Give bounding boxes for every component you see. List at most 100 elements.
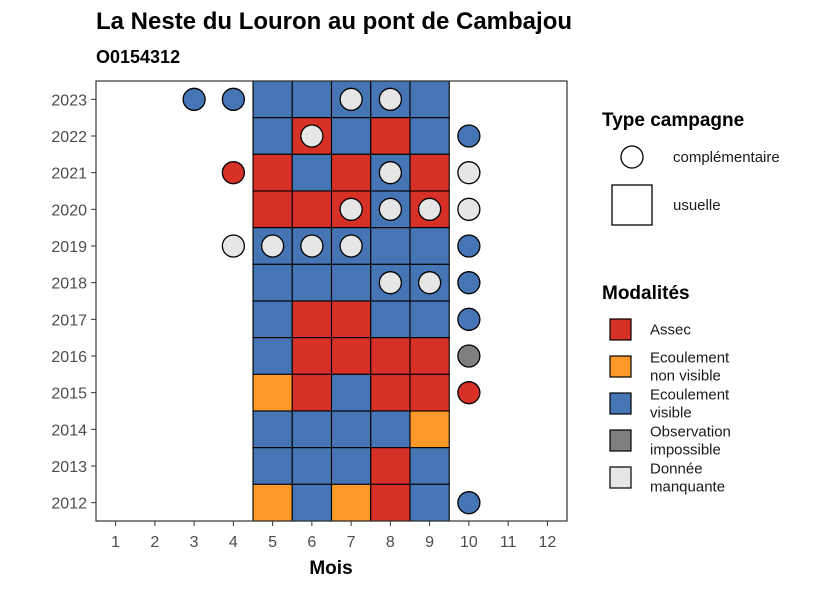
- cell-2013-8: [370, 447, 411, 485]
- legend-type-campagne-title: Type campagne: [602, 110, 744, 131]
- point-2021-8: [378, 161, 403, 185]
- x-axis: 1 2 3 4 5 6 7 8 9 10 11 12: [111, 521, 556, 551]
- cell-2022-9: [409, 117, 450, 155]
- legend-usuelle-label: usuelle: [673, 197, 721, 214]
- cell-2019-8: [370, 227, 411, 265]
- point-2021-4: [221, 161, 246, 185]
- legend-ecoulement-non-visible-swatch: [609, 355, 632, 378]
- y-tick-label: 2014: [51, 422, 87, 439]
- point-2017-10: [457, 307, 481, 331]
- x-tick-label: 3: [190, 534, 199, 551]
- usuelle-cells: [252, 80, 450, 522]
- cell-2023-5: [252, 80, 293, 119]
- point-2018-10: [457, 271, 481, 295]
- cell-2022-5: [252, 117, 293, 155]
- legend-circle-symbol: [620, 145, 644, 169]
- legend-assec-swatch: [609, 318, 632, 341]
- x-tick-label: 7: [347, 534, 356, 551]
- chart-subtitle: O0154312: [96, 47, 180, 67]
- cell-2015-5: [252, 373, 293, 412]
- cell-2020-6: [291, 190, 333, 229]
- cell-2016-6: [291, 337, 333, 375]
- point-2020-7: [339, 197, 363, 221]
- point-2015-10: [457, 381, 481, 405]
- cell-2015-6: [291, 373, 333, 412]
- legend-modalites-title: Modalités: [602, 283, 690, 304]
- point-2018-9: [417, 271, 442, 295]
- point-2023-4: [221, 87, 246, 111]
- legend-type-campagne: Type campagne complémentaire usuelle: [602, 110, 780, 226]
- legend-observation-impossible-label: impossible: [650, 442, 721, 459]
- cell-2016-5: [252, 337, 293, 375]
- legend-ecoulement-visible-swatch: [609, 392, 632, 415]
- x-tick-label: 8: [386, 534, 395, 551]
- x-tick-label: 4: [229, 534, 238, 551]
- cell-2017-7: [330, 300, 372, 339]
- x-tick-label: 2: [150, 534, 159, 551]
- cell-2021-5: [252, 153, 293, 192]
- cell-2012-5: [252, 483, 293, 522]
- x-tick-label: 9: [425, 534, 434, 551]
- point-2023-3: [182, 87, 206, 111]
- x-tick-label: 10: [460, 534, 478, 551]
- chart-title: La Neste du Louron au pont de Cambajou: [96, 8, 572, 35]
- cell-2012-8: [370, 483, 411, 522]
- point-2023-8: [378, 87, 403, 111]
- cell-2016-9: [409, 337, 450, 375]
- cell-2015-8: [370, 373, 411, 412]
- cell-2013-5: [252, 447, 293, 485]
- y-tick-label: 2023: [51, 92, 87, 109]
- point-2019-4: [221, 234, 246, 258]
- cell-2014-7: [330, 410, 372, 449]
- x-axis-title: Mois: [309, 558, 352, 579]
- point-2019-6: [300, 234, 324, 258]
- cell-2014-8: [370, 410, 411, 449]
- cell-2017-8: [370, 300, 411, 339]
- cell-2017-6: [291, 300, 333, 339]
- x-tick-label: 1: [111, 534, 120, 551]
- point-2020-8: [378, 197, 403, 221]
- cell-2013-9: [409, 447, 450, 485]
- point-2023-7: [339, 87, 363, 111]
- cell-2018-6: [291, 263, 333, 302]
- legend-ecoulement-non-visible-label: Ecoulement: [650, 350, 730, 367]
- y-tick-label: 2020: [51, 202, 87, 219]
- cell-2018-7: [330, 263, 372, 302]
- cell-2017-9: [409, 300, 450, 339]
- legend-observation-impossible-swatch: [609, 429, 632, 452]
- point-2019-5: [260, 234, 285, 258]
- plot-panel-border: [95, 80, 568, 522]
- y-tick-label: 2019: [51, 239, 87, 256]
- y-tick-label: 2017: [51, 312, 87, 329]
- legend-donnee-manquante-swatch: [609, 466, 632, 489]
- cell-2016-7: [330, 337, 372, 375]
- x-tick-label: 5: [268, 534, 277, 551]
- cell-2013-6: [291, 447, 333, 485]
- y-axis: 2012 2013 2014 2015 2016 2017 2018 2019 2020 2021…: [51, 92, 96, 513]
- cell-2014-6: [291, 410, 333, 449]
- y-tick-label: 2021: [51, 166, 87, 183]
- y-tick-label: 2015: [51, 386, 87, 403]
- legend-assec-label: Assec: [650, 322, 691, 339]
- cell-2013-7: [330, 447, 372, 485]
- cell-2016-8: [370, 337, 411, 375]
- legend-square-symbol: [611, 184, 653, 226]
- point-2020-10: [457, 197, 481, 221]
- cell-2021-6: [291, 153, 333, 192]
- legend-ecoulement-visible-label: visible: [650, 405, 692, 422]
- y-tick-label: 2012: [51, 496, 87, 513]
- cell-2014-5: [252, 410, 293, 449]
- cell-2022-8: [370, 117, 411, 155]
- cell-2021-9: [409, 153, 450, 192]
- cell-2012-7: [330, 483, 372, 522]
- cell-2020-5: [252, 190, 293, 229]
- cell-2015-9: [409, 373, 450, 412]
- cell-2015-7: [330, 373, 372, 412]
- point-2016-10: [457, 344, 481, 368]
- legend-donnee-manquante-label: Donnée: [650, 461, 703, 478]
- cell-2019-9: [409, 227, 450, 265]
- point-2012-10: [457, 491, 481, 515]
- point-2021-10: [457, 161, 481, 185]
- cell-2012-6: [291, 483, 333, 522]
